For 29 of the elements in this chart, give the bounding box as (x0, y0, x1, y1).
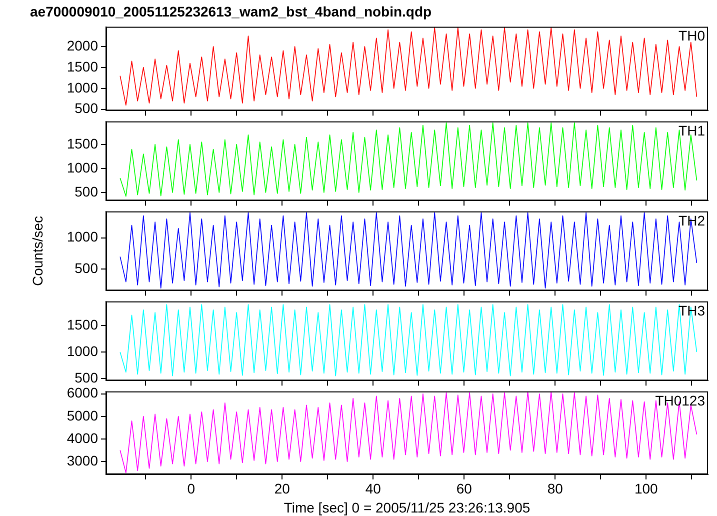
y-tick-label: 500 (74, 183, 98, 200)
x-axis-title: Time [sec] 0 = 2005/11/25 23:26:13.905 (284, 499, 530, 516)
y-tick-label: 3000 (66, 452, 98, 468)
y-tick-label: 1000 (66, 159, 98, 176)
y-tick-label: 1000 (66, 228, 98, 245)
y-tick-label: 5000 (66, 407, 98, 424)
y-axis-title: Counts/sec (29, 216, 46, 286)
y-tick-label: 500 (74, 100, 98, 116)
series-label: TH0123 (655, 392, 706, 408)
series-label: TH0 (678, 28, 706, 44)
y-tick-label: 1000 (66, 79, 98, 96)
x-tick-label: 60 (456, 480, 472, 497)
x-tick-label: 100 (634, 480, 658, 497)
chart-title: ae700009010_20051125232613_wam2_bst_4band_nobin.qdp (30, 3, 432, 20)
series-label: TH1 (678, 122, 706, 138)
x-tick-label: 0 (187, 480, 196, 497)
x-tick-label: 40 (365, 480, 382, 497)
x-tick-label: 20 (274, 480, 290, 497)
y-tick-label: 500 (74, 369, 98, 386)
y-tick-label: 4000 (66, 430, 98, 446)
y-tick-label: 1500 (66, 316, 98, 333)
y-tick-label: 2000 (66, 37, 98, 54)
series-label: TH2 (678, 212, 706, 228)
y-tick-label: 1000 (66, 342, 98, 359)
y-tick-label: 1500 (66, 135, 98, 152)
y-tick-label: 500 (74, 260, 98, 276)
y-tick-label: 6000 (66, 384, 98, 401)
x-tick-label: 80 (547, 480, 564, 497)
y-tick-label: 1500 (66, 58, 98, 74)
